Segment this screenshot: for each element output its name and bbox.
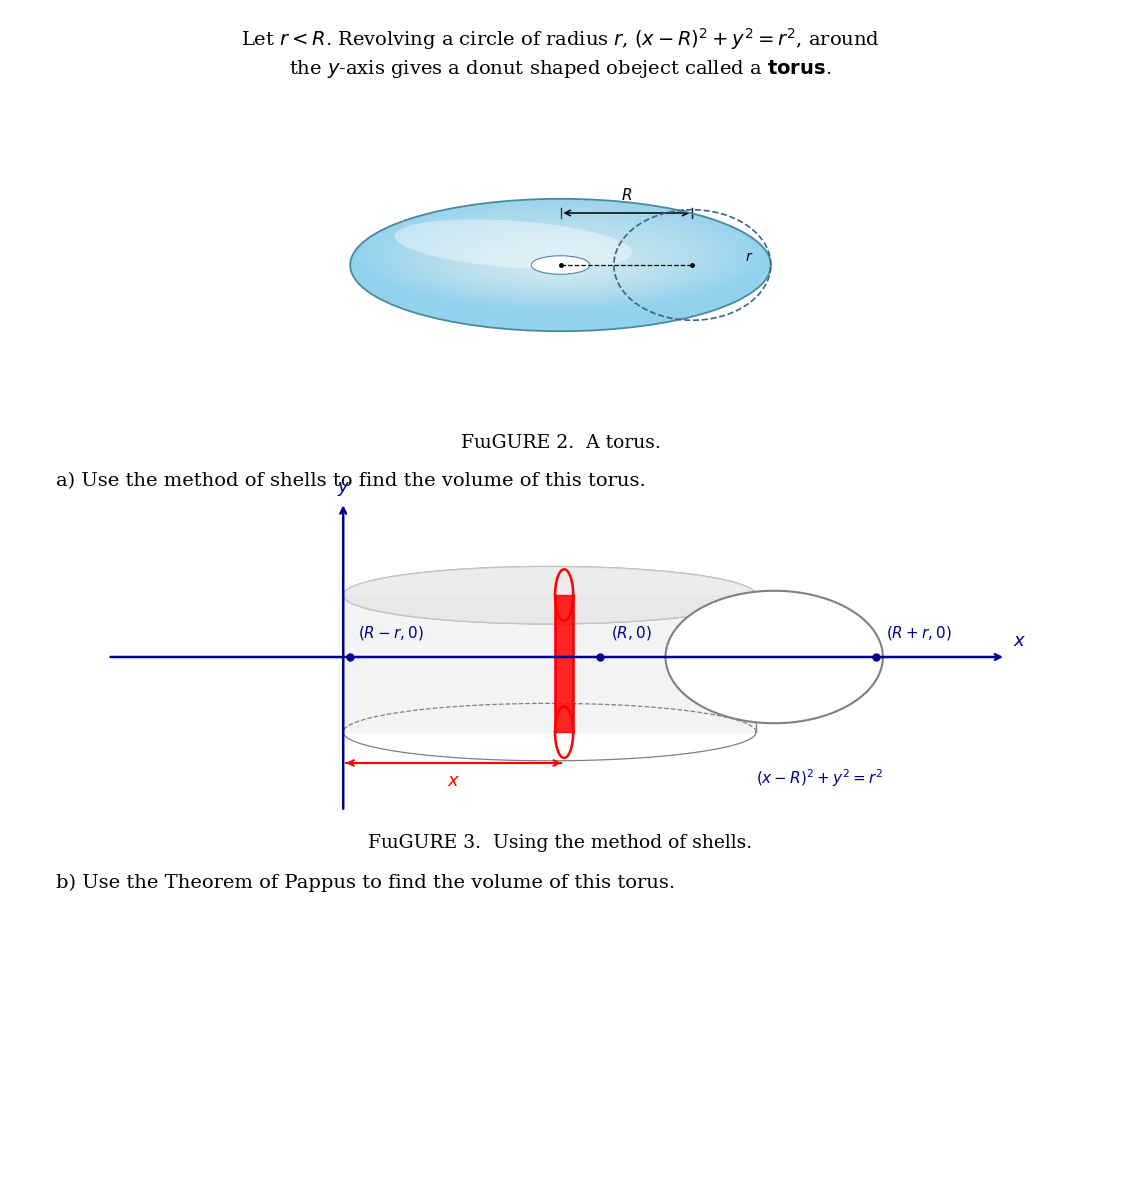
Text: b) Use the Theorem of Pappus to find the volume of this torus.: b) Use the Theorem of Pappus to find the… [56,874,675,892]
Text: $(R,0)$: $(R,0)$ [611,624,651,642]
Ellipse shape [350,199,771,331]
Polygon shape [666,590,883,724]
Text: $(x-R)^2+y^2=r^2$: $(x-R)^2+y^2=r^2$ [756,768,883,790]
Polygon shape [528,257,593,274]
Text: $x$: $x$ [447,772,461,790]
Text: $r$: $r$ [744,251,753,264]
Ellipse shape [531,256,590,275]
Text: FɯGURE 2.  A torus.: FɯGURE 2. A torus. [461,434,660,452]
Text: Let $r < R$. Revolving a circle of radius $r$, $(x-R)^2+y^2=r^2$, around: Let $r < R$. Revolving a circle of radiu… [241,26,880,53]
Text: $y$: $y$ [336,480,350,498]
Text: the $y$-axis gives a donut shaped obeject called a $\mathbf{torus}$.: the $y$-axis gives a donut shaped obejec… [289,58,832,79]
Text: $R$: $R$ [621,186,632,203]
Text: a) Use the method of shells to find the volume of this torus.: a) Use the method of shells to find the … [56,472,646,490]
Text: $(R+r,0)$: $(R+r,0)$ [887,624,952,642]
Polygon shape [343,595,756,732]
Text: FɯGURE 3.  Using the method of shells.: FɯGURE 3. Using the method of shells. [369,834,752,852]
Polygon shape [343,566,756,624]
Text: $x$: $x$ [1013,632,1027,650]
Polygon shape [555,595,573,732]
Text: $(R-r,0)$: $(R-r,0)$ [358,624,424,642]
Ellipse shape [395,220,632,269]
